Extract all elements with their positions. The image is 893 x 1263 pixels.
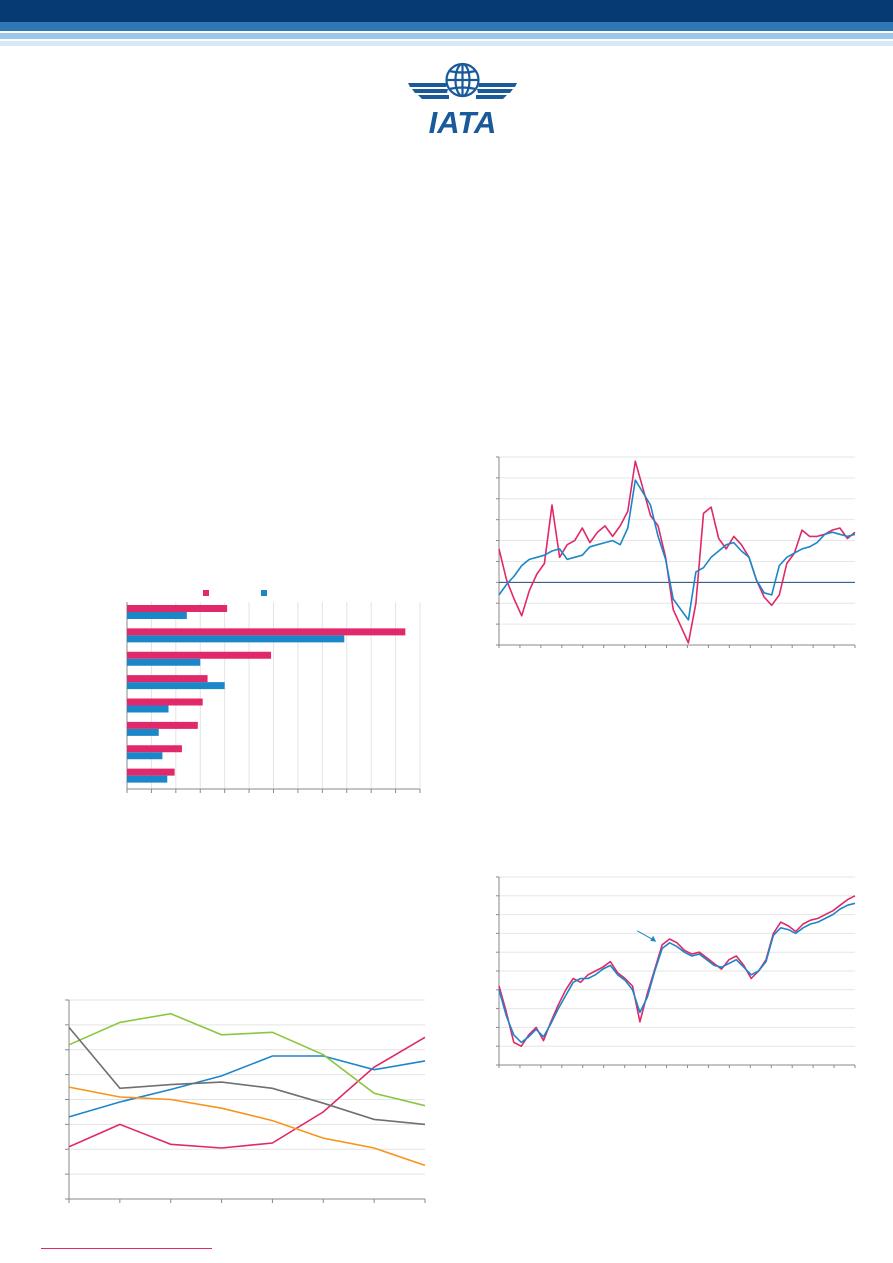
header-band-blue xyxy=(0,22,893,31)
bar xyxy=(127,745,182,753)
bar xyxy=(127,628,406,636)
bottom-right-line-chart xyxy=(496,876,856,1068)
multi-line-chart xyxy=(65,999,426,1203)
series-line xyxy=(498,902,856,1044)
series-line xyxy=(68,1055,426,1118)
series-line xyxy=(498,479,856,621)
bar xyxy=(127,768,175,776)
legend-swatch xyxy=(203,590,209,596)
iata-logo: IATA xyxy=(408,62,517,138)
series-line xyxy=(68,1086,426,1167)
bar xyxy=(127,705,169,713)
bar xyxy=(127,682,225,690)
series-line xyxy=(68,1012,426,1107)
bar xyxy=(127,651,272,659)
bar xyxy=(127,775,168,783)
bar xyxy=(127,721,198,729)
bar xyxy=(127,605,228,612)
series-line xyxy=(68,1036,426,1149)
header-band-navy xyxy=(0,0,893,22)
bar xyxy=(127,698,203,706)
bar xyxy=(127,612,187,619)
footnote-rule xyxy=(41,1248,212,1249)
series-line xyxy=(68,1026,426,1126)
annotation-arrowhead xyxy=(650,935,657,942)
bar-chart xyxy=(126,590,421,793)
bar xyxy=(127,728,159,736)
series-line xyxy=(498,460,856,644)
header-band-light-blue xyxy=(0,33,893,39)
globe-icon xyxy=(445,62,480,98)
header-band-white-gap xyxy=(0,31,893,33)
top-right-line-chart xyxy=(496,456,856,648)
series-line xyxy=(498,895,856,1047)
bar xyxy=(127,752,163,760)
legend-swatch xyxy=(261,590,267,596)
header-band-pale-blue xyxy=(0,41,893,46)
logo-wordmark: IATA xyxy=(429,105,497,138)
bar xyxy=(127,658,201,666)
bar xyxy=(127,675,208,683)
bar xyxy=(127,635,345,643)
header-band-white-gap-2 xyxy=(0,39,893,41)
